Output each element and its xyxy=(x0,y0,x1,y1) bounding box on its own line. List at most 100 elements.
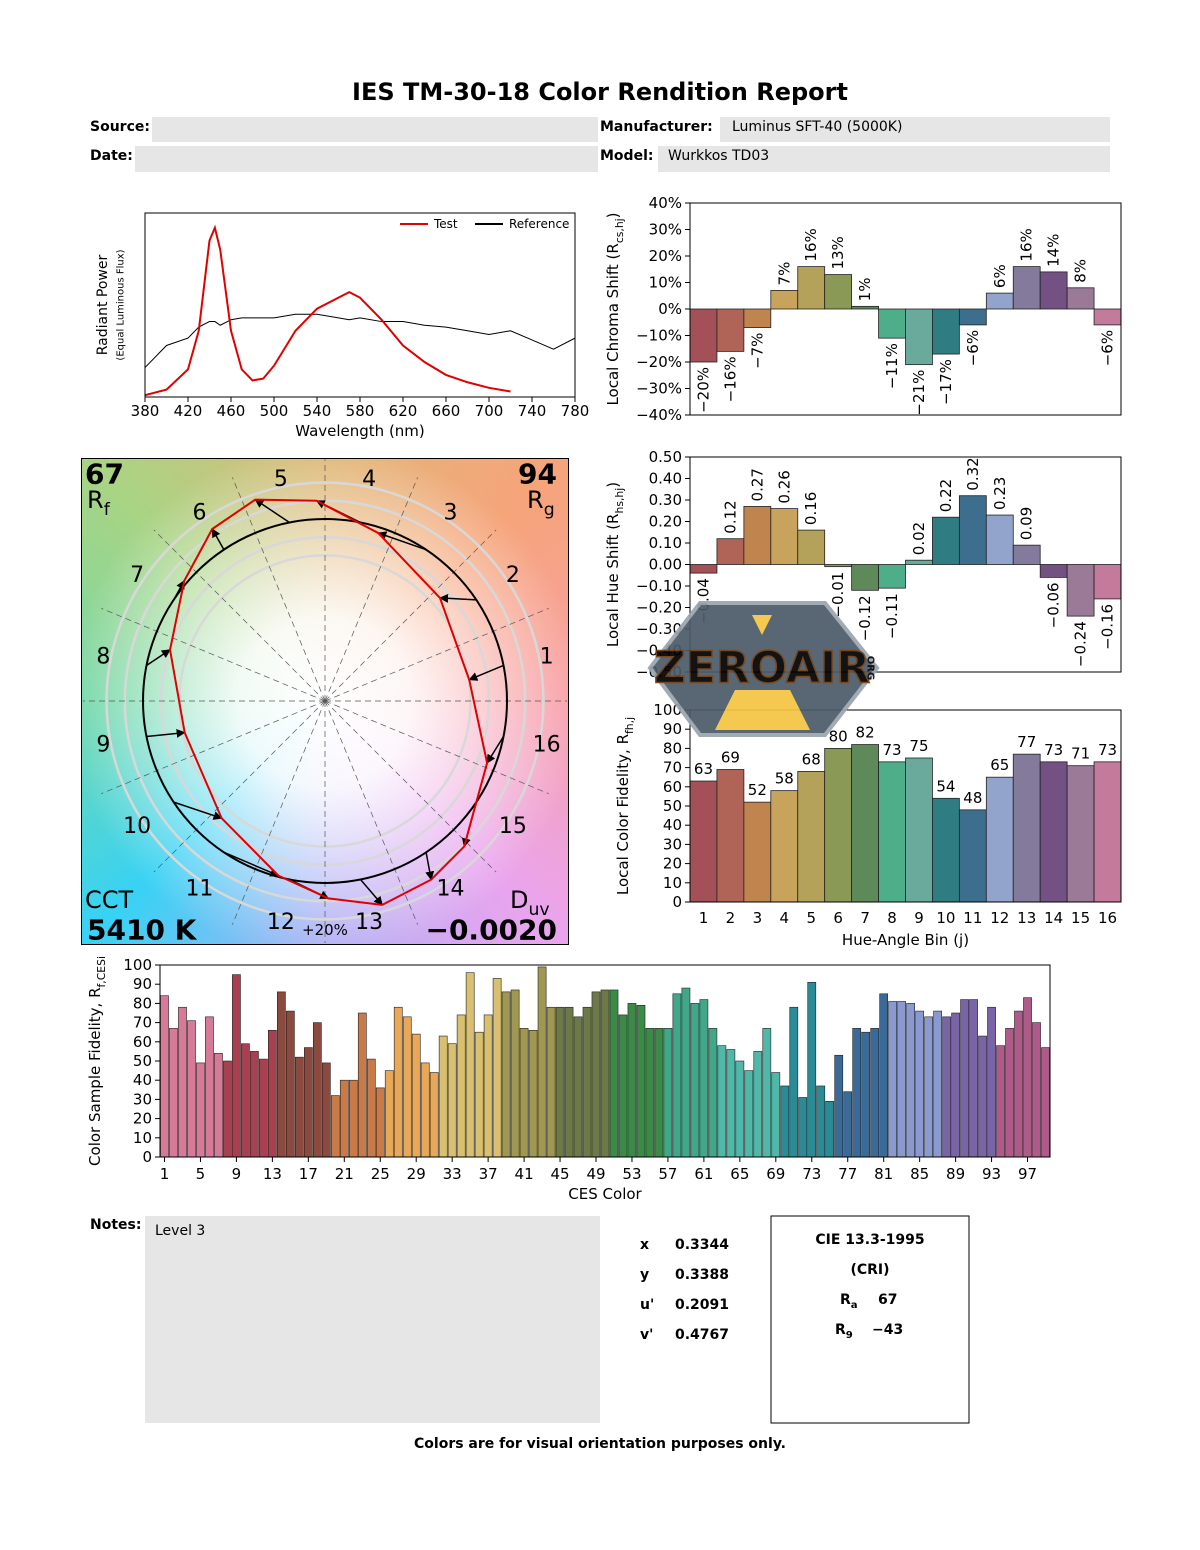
bar xyxy=(770,790,799,903)
bar xyxy=(618,1014,628,1158)
x-tick-label: 6 xyxy=(833,909,843,927)
value-label: −6% xyxy=(964,330,982,366)
subscript: f,CESi xyxy=(95,956,108,987)
bar xyxy=(250,1051,259,1158)
coord-label: u' xyxy=(640,1297,654,1313)
x-tick-label: 57 xyxy=(658,1165,677,1183)
bin-boundary xyxy=(232,477,326,702)
bar xyxy=(600,989,610,1158)
bar xyxy=(924,1016,933,1158)
text-part: R xyxy=(87,486,104,514)
x-tick-label: 740 xyxy=(518,402,547,420)
rg-value: 94 xyxy=(518,458,557,491)
value-label: 6% xyxy=(991,264,1009,288)
y-tick-label: 50 xyxy=(133,1052,152,1070)
text-part: ) xyxy=(604,482,622,488)
x-tick-label: 420 xyxy=(174,402,203,420)
bar xyxy=(187,1020,196,1158)
bar xyxy=(708,1028,718,1158)
bar xyxy=(339,1079,349,1158)
y-tick-label: 0.50 xyxy=(649,448,682,466)
shift-arrow xyxy=(146,728,186,738)
y-tick-label: −0.10 xyxy=(636,577,682,595)
x-tick-label: 49 xyxy=(586,1165,605,1183)
subscript: f xyxy=(104,500,111,520)
ring xyxy=(105,481,545,921)
bar xyxy=(205,1016,214,1158)
cri-title: CIE 13.3-1995 xyxy=(815,1232,924,1248)
watermark-icon xyxy=(752,615,772,635)
shift-arrow xyxy=(223,851,280,877)
x-tick-label: 13 xyxy=(1017,909,1036,927)
subscript: 9 xyxy=(846,1330,853,1341)
y-axis-label: Radiant Power xyxy=(95,255,111,356)
x-tick-label: 7 xyxy=(860,909,870,927)
bar xyxy=(564,1006,574,1158)
y-tick-label: 70 xyxy=(663,759,682,777)
bar xyxy=(546,1006,556,1158)
bin-label: 4 xyxy=(362,467,376,492)
bin-boundary xyxy=(153,529,326,702)
bar xyxy=(797,266,826,310)
bin-boundary xyxy=(101,608,326,702)
report-title: IES TM-30-18 Color Rendition Report xyxy=(352,78,848,106)
value-label: 0.26 xyxy=(775,470,793,503)
text-part: Color Sample Fidelity, R xyxy=(86,988,104,1166)
y-tick-label: −20% xyxy=(636,353,682,371)
value-label: −0.12 xyxy=(856,595,874,641)
bar xyxy=(689,780,718,903)
y-tick-label: 0% xyxy=(658,300,682,318)
bar xyxy=(160,995,169,1158)
value-label: −0.24 xyxy=(1072,621,1090,667)
bin-label: 5 xyxy=(274,467,288,492)
x-tick-label: 2 xyxy=(726,909,736,927)
bar xyxy=(294,1056,304,1158)
cct-value: 5410 K xyxy=(87,914,198,947)
bin-boundary xyxy=(101,700,326,794)
subscript: uv xyxy=(528,900,549,920)
y-tick-label: 60 xyxy=(663,778,682,796)
bar xyxy=(1012,266,1041,310)
x-tick-label: 9 xyxy=(914,909,924,927)
x-tick-label: 10 xyxy=(936,909,955,927)
plot-frame xyxy=(159,964,1051,1158)
y-tick-label: 40 xyxy=(133,1071,152,1089)
notes-box xyxy=(145,1216,600,1423)
reference-circle xyxy=(142,518,508,884)
field-box xyxy=(720,117,1110,142)
bin-label: 2 xyxy=(506,563,520,588)
field-label: Source: xyxy=(90,119,150,135)
coord-label: v' xyxy=(640,1327,653,1343)
bar xyxy=(537,966,547,1158)
ring-label: +20% xyxy=(302,921,348,939)
bin-boundary xyxy=(324,700,418,925)
bar xyxy=(465,972,475,1158)
bar xyxy=(330,1095,340,1158)
y-tick-label: 40 xyxy=(663,816,682,834)
bin-label: 9 xyxy=(96,733,110,758)
value-label: 16% xyxy=(1018,228,1036,261)
value-label: 82 xyxy=(856,724,875,742)
bar xyxy=(985,776,1014,903)
bar xyxy=(716,308,745,352)
bar xyxy=(985,292,1014,310)
bar xyxy=(905,559,933,565)
x-tick-label: 540 xyxy=(303,402,332,420)
bar xyxy=(636,1005,646,1158)
bar xyxy=(1023,997,1032,1158)
bar xyxy=(663,1028,673,1158)
bar xyxy=(958,308,987,326)
x-tick-label: 620 xyxy=(389,402,418,420)
field-label: Manufacturer: xyxy=(600,119,713,135)
value-label: −0.01 xyxy=(829,572,847,618)
x-tick-label: 5 xyxy=(806,909,816,927)
value-label: 0.09 xyxy=(1018,507,1036,540)
coord-value: 0.3388 xyxy=(675,1267,729,1283)
bar xyxy=(771,1072,781,1158)
x-tick-label: 25 xyxy=(371,1165,390,1183)
bar xyxy=(770,508,799,565)
legend-label: Reference xyxy=(509,217,569,231)
value-label: −0.16 xyxy=(1099,604,1117,650)
y-axis-label: Local Hue Shift (Rhs,hj) xyxy=(604,482,626,647)
bar xyxy=(214,1053,223,1158)
